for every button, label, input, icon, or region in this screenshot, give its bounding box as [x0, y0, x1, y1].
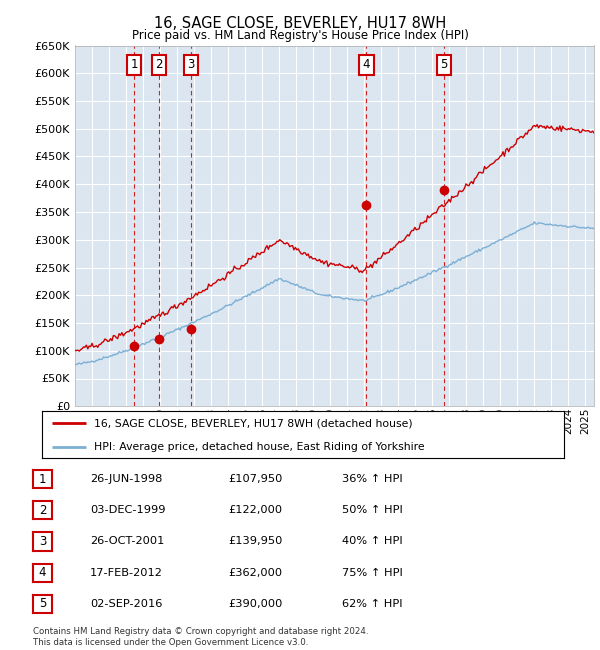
Text: 3: 3	[187, 58, 195, 72]
Text: 1: 1	[130, 58, 138, 72]
Text: 75% ↑ HPI: 75% ↑ HPI	[342, 567, 403, 578]
Text: Contains HM Land Registry data © Crown copyright and database right 2024.
This d: Contains HM Land Registry data © Crown c…	[33, 627, 368, 647]
Text: £362,000: £362,000	[228, 567, 282, 578]
Text: £122,000: £122,000	[228, 505, 282, 515]
Text: 5: 5	[440, 58, 448, 72]
Text: HPI: Average price, detached house, East Riding of Yorkshire: HPI: Average price, detached house, East…	[94, 441, 425, 452]
Text: 1: 1	[39, 473, 46, 486]
Text: 26-JUN-1998: 26-JUN-1998	[90, 474, 163, 484]
Text: 17-FEB-2012: 17-FEB-2012	[90, 567, 163, 578]
Text: 40% ↑ HPI: 40% ↑ HPI	[342, 536, 403, 547]
Text: 26-OCT-2001: 26-OCT-2001	[90, 536, 164, 547]
Text: £107,950: £107,950	[228, 474, 283, 484]
Text: 16, SAGE CLOSE, BEVERLEY, HU17 8WH (detached house): 16, SAGE CLOSE, BEVERLEY, HU17 8WH (deta…	[94, 418, 413, 428]
Text: 62% ↑ HPI: 62% ↑ HPI	[342, 599, 403, 609]
Text: 4: 4	[39, 566, 46, 579]
Text: 3: 3	[39, 535, 46, 548]
Text: £390,000: £390,000	[228, 599, 283, 609]
Text: 2: 2	[39, 504, 46, 517]
Text: £139,950: £139,950	[228, 536, 283, 547]
Text: 03-DEC-1999: 03-DEC-1999	[90, 505, 166, 515]
Text: 50% ↑ HPI: 50% ↑ HPI	[342, 505, 403, 515]
Text: 16, SAGE CLOSE, BEVERLEY, HU17 8WH: 16, SAGE CLOSE, BEVERLEY, HU17 8WH	[154, 16, 446, 31]
Text: 36% ↑ HPI: 36% ↑ HPI	[342, 474, 403, 484]
Text: 2: 2	[155, 58, 163, 72]
Text: 4: 4	[363, 58, 370, 72]
Text: 5: 5	[39, 597, 46, 610]
Text: 02-SEP-2016: 02-SEP-2016	[90, 599, 163, 609]
Text: Price paid vs. HM Land Registry's House Price Index (HPI): Price paid vs. HM Land Registry's House …	[131, 29, 469, 42]
